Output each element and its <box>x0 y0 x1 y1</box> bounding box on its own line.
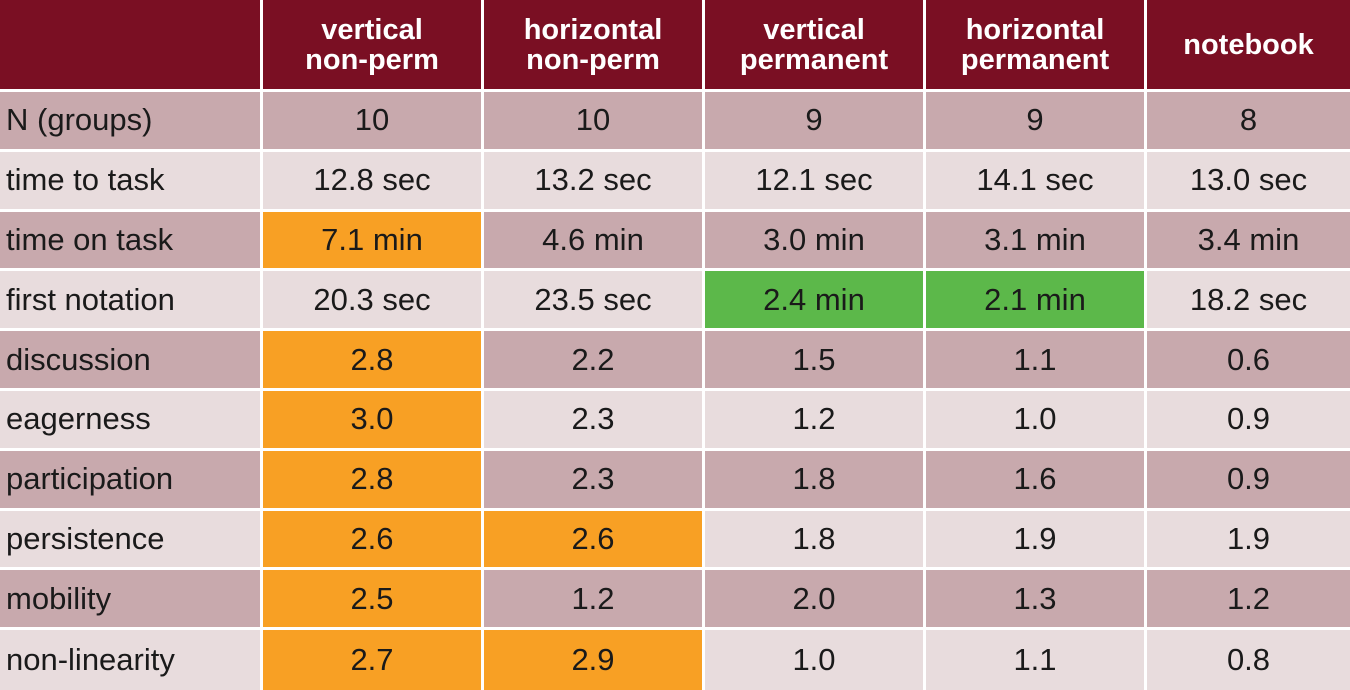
table-cell: 0.9 <box>1147 450 1350 511</box>
table-cell: 20.3 sec <box>263 271 484 332</box>
column-header: horizontal non-perm <box>484 0 705 92</box>
table-cell: 2.1 min <box>926 271 1147 332</box>
row-label: time to task <box>0 151 263 212</box>
table-body: N (groups) 10 10 9 9 8 time to task 12.8 sec 13.… <box>0 92 1350 690</box>
table-cell: 1.8 <box>705 510 926 571</box>
row-label: participation <box>0 450 263 511</box>
corner-cell <box>0 0 263 92</box>
column-header: vertical non-perm <box>263 0 484 92</box>
table-cell: 10 <box>484 92 705 152</box>
row-label: discussion <box>0 331 263 391</box>
table-cell: 1.3 <box>926 570 1147 631</box>
table-cell: 1.5 <box>705 331 926 391</box>
table-cell: 9 <box>926 92 1147 152</box>
table-cell: 2.3 <box>484 390 705 451</box>
column-header: notebook <box>1147 0 1350 92</box>
table-row: eagerness 3.0 2.3 1.2 1.0 0.9 <box>0 390 1350 451</box>
table-cell: 7.1 min <box>263 211 484 272</box>
table-row: persistence 2.6 2.6 1.8 1.9 1.9 <box>0 510 1350 571</box>
table-cell: 12.8 sec <box>263 151 484 212</box>
column-header-line2: non-perm <box>305 43 439 76</box>
column-header: horizontal permanent <box>926 0 1147 92</box>
row-label: non-linearity <box>0 630 263 690</box>
column-header-line1: notebook <box>1183 28 1314 61</box>
table-cell: 2.4 min <box>705 271 926 332</box>
table-cell: 10 <box>263 92 484 152</box>
table-cell: 2.8 <box>263 450 484 511</box>
table-cell: 1.9 <box>926 510 1147 571</box>
table-cell: 1.9 <box>1147 510 1350 571</box>
table-cell: 2.0 <box>705 570 926 631</box>
table-row: mobility 2.5 1.2 2.0 1.3 1.2 <box>0 570 1350 631</box>
table-cell: 3.4 min <box>1147 211 1350 272</box>
table-cell: 4.6 min <box>484 211 705 272</box>
table-cell: 9 <box>705 92 926 152</box>
table-cell: 1.1 <box>926 331 1147 391</box>
table-cell: 8 <box>1147 92 1350 152</box>
table-cell: 14.1 sec <box>926 151 1147 212</box>
table-cell: 2.6 <box>484 510 705 571</box>
table-cell: 1.6 <box>926 450 1147 511</box>
table-cell: 1.0 <box>926 390 1147 451</box>
column-header-line1: horizontal <box>523 13 663 46</box>
row-label: time on task <box>0 211 263 272</box>
table-cell: 1.8 <box>705 450 926 511</box>
column-header: vertical permanent <box>705 0 926 92</box>
table-cell: 13.0 sec <box>1147 151 1350 212</box>
column-header-line2: non-perm <box>526 43 660 76</box>
table-cell: 2.9 <box>484 630 705 690</box>
table-cell: 3.0 min <box>705 211 926 272</box>
column-header-line2: permanent <box>739 43 889 76</box>
table-cell: 1.2 <box>705 390 926 451</box>
table-row: time on task 7.1 min 4.6 min 3.0 min 3.1 min… <box>0 211 1350 272</box>
row-label: eagerness <box>0 390 263 451</box>
table-row: discussion 2.8 2.2 1.5 1.1 0.6 <box>0 331 1350 391</box>
table-cell: 1.2 <box>484 570 705 631</box>
table-cell: 3.1 min <box>926 211 1147 272</box>
table-cell: 2.2 <box>484 331 705 391</box>
table-cell: 3.0 <box>263 390 484 451</box>
table-cell: 1.0 <box>705 630 926 690</box>
table-cell: 2.5 <box>263 570 484 631</box>
column-header-line1: vertical <box>321 13 423 46</box>
table-row: participation 2.8 2.3 1.8 1.6 0.9 <box>0 450 1350 511</box>
table-cell: 12.1 sec <box>705 151 926 212</box>
table-cell: 23.5 sec <box>484 271 705 332</box>
table-row: N (groups) 10 10 9 9 8 <box>0 92 1350 152</box>
table-cell: 18.2 sec <box>1147 271 1350 332</box>
table-cell: 0.8 <box>1147 630 1350 690</box>
table-cell: 1.2 <box>1147 570 1350 631</box>
table-cell: 13.2 sec <box>484 151 705 212</box>
row-label: N (groups) <box>0 92 263 152</box>
table-cell: 2.6 <box>263 510 484 571</box>
table-cell: 2.3 <box>484 450 705 511</box>
table-cell: 0.9 <box>1147 390 1350 451</box>
table-header: vertical non-perm horizontal non-perm vertic… <box>0 0 1350 92</box>
table-cell: 1.1 <box>926 630 1147 690</box>
table-cell: 2.8 <box>263 331 484 391</box>
column-header-line2: permanent <box>960 43 1110 76</box>
row-label: persistence <box>0 510 263 571</box>
table-row: time to task 12.8 sec 13.2 sec 12.1 sec 14.1… <box>0 151 1350 212</box>
header-row: vertical non-perm horizontal non-perm vertic… <box>0 0 1350 92</box>
column-header-line1: horizontal <box>965 13 1105 46</box>
column-header-line1: vertical <box>763 13 865 46</box>
row-label: first notation <box>0 271 263 332</box>
table-cell: 0.6 <box>1147 331 1350 391</box>
row-label: mobility <box>0 570 263 631</box>
table-row: non-linearity 2.7 2.9 1.0 1.1 0.8 <box>0 630 1350 690</box>
table-row: first notation 20.3 sec 23.5 sec 2.4 min 2.1… <box>0 271 1350 332</box>
table-cell: 2.7 <box>263 630 484 690</box>
